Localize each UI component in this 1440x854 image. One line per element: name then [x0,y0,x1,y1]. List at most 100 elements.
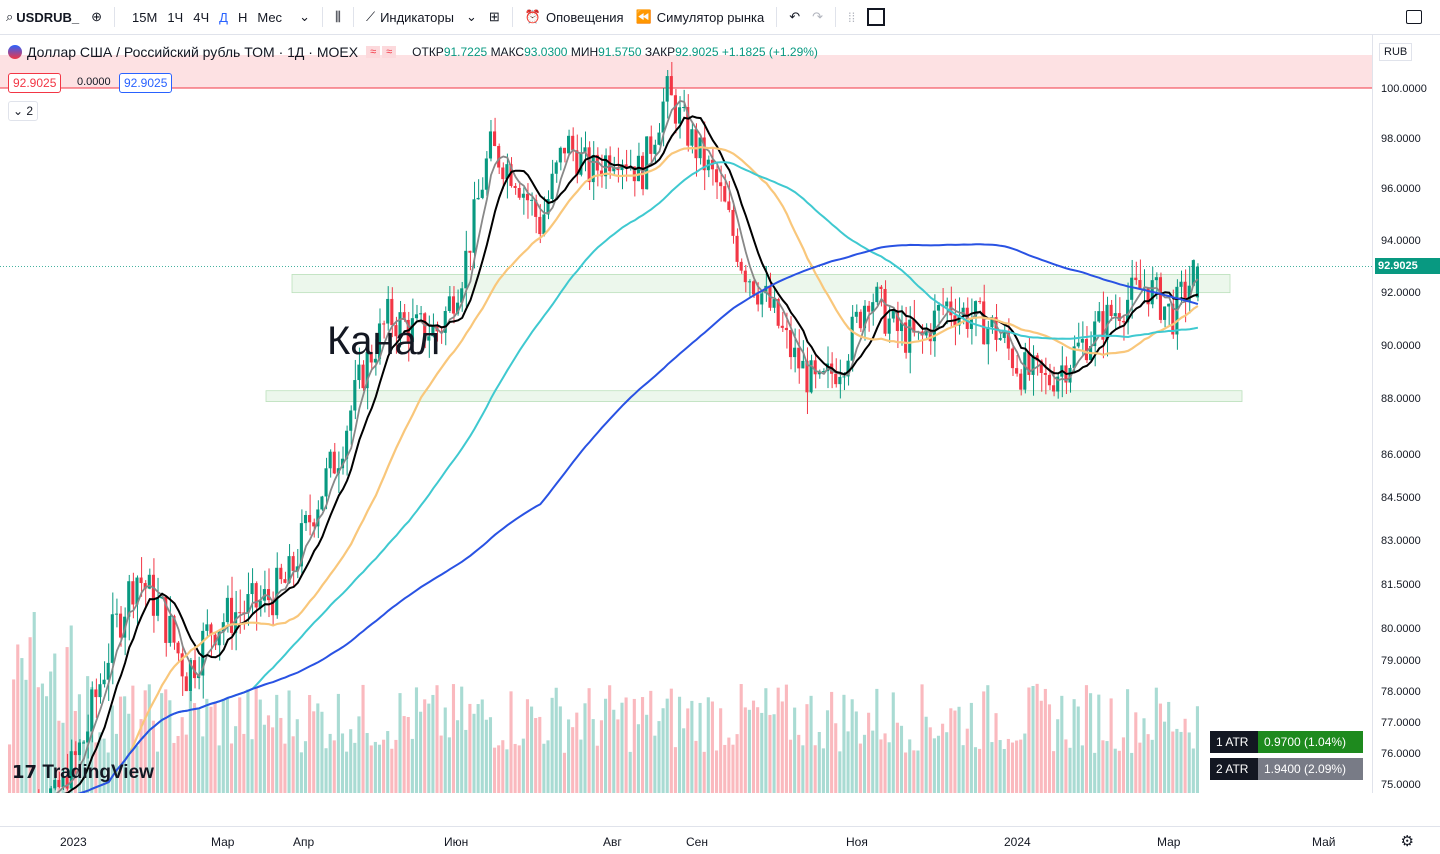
time-tick: 2024 [1004,835,1031,849]
candle-body [1052,385,1056,392]
volume-bar [677,696,682,793]
volume-bar [299,752,303,793]
candle-body [665,76,669,102]
ask-price[interactable]: 92.9025 [119,73,173,93]
price-tick: 77.0000 [1381,717,1421,729]
atr-row-2[interactable]: 2 ATR 1.9400 (2.09%) [1210,758,1363,780]
candle-body [690,129,694,146]
candle-body [345,430,349,459]
price-scale[interactable]: RUB 92.9025 100.0000 98.0000 96.0000 94.000… [1372,35,1440,793]
divider [352,7,354,27]
candle-body [525,193,530,201]
price-tick: 86.0000 [1381,449,1421,461]
volume-bar [28,637,32,793]
volume-bar [957,706,961,793]
volume-bar [456,720,460,793]
annotation-text[interactable]: Канал [327,319,441,363]
candle-body [172,615,176,643]
symbol-search[interactable]: ⌕ USDRUB_ [0,0,85,34]
candle-body [756,294,760,305]
indicators-dropdown[interactable]: ⌄ [460,0,483,34]
candle-body [1010,348,1015,369]
volume-bar [65,647,69,793]
candle-body [316,509,320,527]
compare-button[interactable]: ⊕ [85,0,108,34]
volume-bar [402,716,406,793]
candle-body [77,742,81,756]
volume-bar [1150,739,1154,793]
currency-label[interactable]: RUB [1379,43,1413,61]
candle-body [114,613,118,615]
legend-title[interactable]: Доллар США / Российский рубль ТОМ · 1Д ·… [27,44,359,60]
time-scale[interactable]: ⚙ 2023 Мар Апр Июн Авг Сен Ноя 2024 Мар Май [0,826,1440,854]
candle-body [1097,311,1101,322]
candle-body [1191,260,1195,286]
volume-bar [291,736,295,793]
undo-button[interactable]: ↶ [783,0,806,34]
settings-icon[interactable]: ⚙ [1400,833,1414,850]
candle-body [530,199,534,201]
drag-handle[interactable]: ⁞⁞ [842,0,861,34]
volume-bar [1171,731,1175,793]
candle-body [291,556,295,571]
volume-bar [443,707,447,793]
volume-bar [982,691,986,793]
interval-4[interactable]: Н [237,9,248,25]
interval-0[interactable]: 15M [132,9,158,25]
atr-row-1[interactable]: 1 ATR 0.9700 (1.04%) [1210,731,1363,753]
volume-bar [168,700,172,793]
tradingview-logo[interactable]: 𝟭𝟳 TradingView [12,762,154,784]
volume-bar [624,697,628,793]
atr-value: 1.9400 (2.09%) [1258,758,1363,780]
candle-body [723,186,727,202]
legend-toggle[interactable]: ≈ [366,46,381,58]
candle-body [731,209,735,236]
interval-3[interactable]: Д [219,9,228,25]
alerts-label: Оповещения [545,9,624,25]
tv-icon: 𝟭𝟳 [12,762,38,782]
price-chart[interactable] [0,35,1372,793]
volume-bar [862,734,867,793]
indicators-button[interactable]: ⟋ Индикаторы [360,0,460,34]
interval-dropdown[interactable]: ⌄ [293,0,316,34]
candle-body [419,313,423,315]
volume-bar [493,747,497,793]
candle-body [620,164,624,171]
replay-button[interactable]: ⏪ Симулятор рынка [630,0,771,34]
candle-body [61,776,65,788]
volume-bar [546,740,550,793]
chart-pane[interactable]: Канал [0,35,1372,793]
legend-collapse-button[interactable]: ⌄ 2 [8,101,39,121]
atr-label: 2 ATR [1210,758,1258,780]
candle-body [1113,313,1117,316]
candle-body [151,574,155,616]
volume-bar [1101,740,1105,793]
interval-2[interactable]: 4Ч [193,9,210,25]
layouts-button[interactable]: ⊞ [483,0,506,34]
maximize-button[interactable] [1400,0,1428,34]
volume-bar [184,734,188,793]
indicators-label: Индикаторы [380,9,454,25]
alerts-button[interactable]: ⏰ Оповещения [519,0,630,34]
volume-bar [197,708,201,793]
fullscreen-button[interactable] [861,0,891,34]
volume-bar [427,703,431,793]
legend-toggle[interactable]: ≈ [382,46,397,58]
interval-5[interactable]: Мес [257,9,283,25]
chart-type-button[interactable]: ⫼ [329,0,347,34]
volume-bar [649,690,653,793]
volume-bar [1121,737,1126,793]
volume-bar [1093,752,1097,793]
volume-bar [628,751,632,793]
volume-bar [908,739,912,793]
interval-1[interactable]: 1Ч [167,9,184,25]
bid-price[interactable]: 92.9025 [8,73,62,93]
volume-bar [118,696,123,793]
candle-body [73,751,77,756]
volume-bar [591,719,595,793]
candle-body [427,336,431,341]
volume-bar [410,738,414,793]
candle-body [747,281,751,283]
redo-button[interactable]: ↷ [806,0,829,34]
volume-bar [756,707,760,793]
